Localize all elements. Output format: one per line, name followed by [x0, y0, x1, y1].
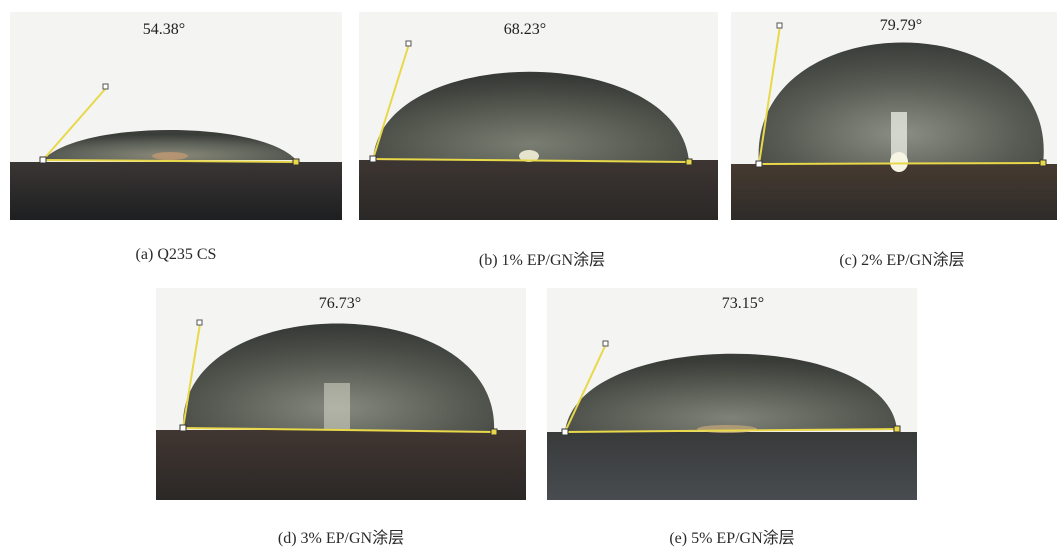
substrate-d [156, 430, 526, 500]
caption-e: (e) 5% EP/GN涂层 [669, 530, 795, 547]
angle-label-c: 79.79° [880, 17, 922, 34]
droplet-d [182, 323, 495, 432]
baseline-a [42, 159, 297, 163]
angle-label-a: 54.38° [143, 21, 185, 38]
droplet-c [758, 42, 1044, 164]
baseline-e [564, 428, 898, 433]
tangent-a [42, 87, 107, 161]
tangent-d [182, 323, 201, 429]
droplet-e [565, 353, 897, 432]
caption-b: (b) 1% EP/GN涂层 [478, 252, 606, 269]
droplet-b [373, 71, 689, 162]
droplet-image-e: 73.15° [547, 288, 917, 500]
substrate-e [547, 432, 917, 500]
panel-c: 79.79° [731, 12, 1057, 220]
droplet-a [43, 130, 296, 160]
substrate-c [731, 164, 1057, 220]
tangent-b [372, 43, 410, 160]
tangent-c [758, 25, 781, 165]
angle-label-d: 76.73° [319, 295, 361, 312]
panel-a: 54.38° [10, 12, 342, 220]
angle-label-e: 73.15° [722, 295, 764, 312]
baseline-c [758, 162, 1044, 165]
substrate-a [10, 162, 342, 220]
droplet-image-c: 79.79° [731, 12, 1057, 220]
panel-e: 73.15° [547, 288, 917, 500]
panel-d: 76.73° [156, 288, 526, 500]
caption-a: (a) Q235 CS [135, 246, 217, 263]
droplet-image-d: 76.73° [156, 288, 526, 500]
substrate-b [359, 160, 718, 220]
baseline-d [182, 427, 495, 433]
caption-c: (c) 2% EP/GN涂层 [839, 252, 965, 269]
tangent-e [564, 343, 607, 433]
droplet-image-a: 54.38° [10, 12, 342, 220]
angle-label-b: 68.23° [504, 21, 546, 38]
baseline-b [372, 158, 690, 163]
caption-d: (d) 3% EP/GN涂层 [277, 530, 405, 547]
droplet-image-b: 68.23° [359, 12, 718, 220]
panel-b: 68.23° [359, 12, 718, 220]
